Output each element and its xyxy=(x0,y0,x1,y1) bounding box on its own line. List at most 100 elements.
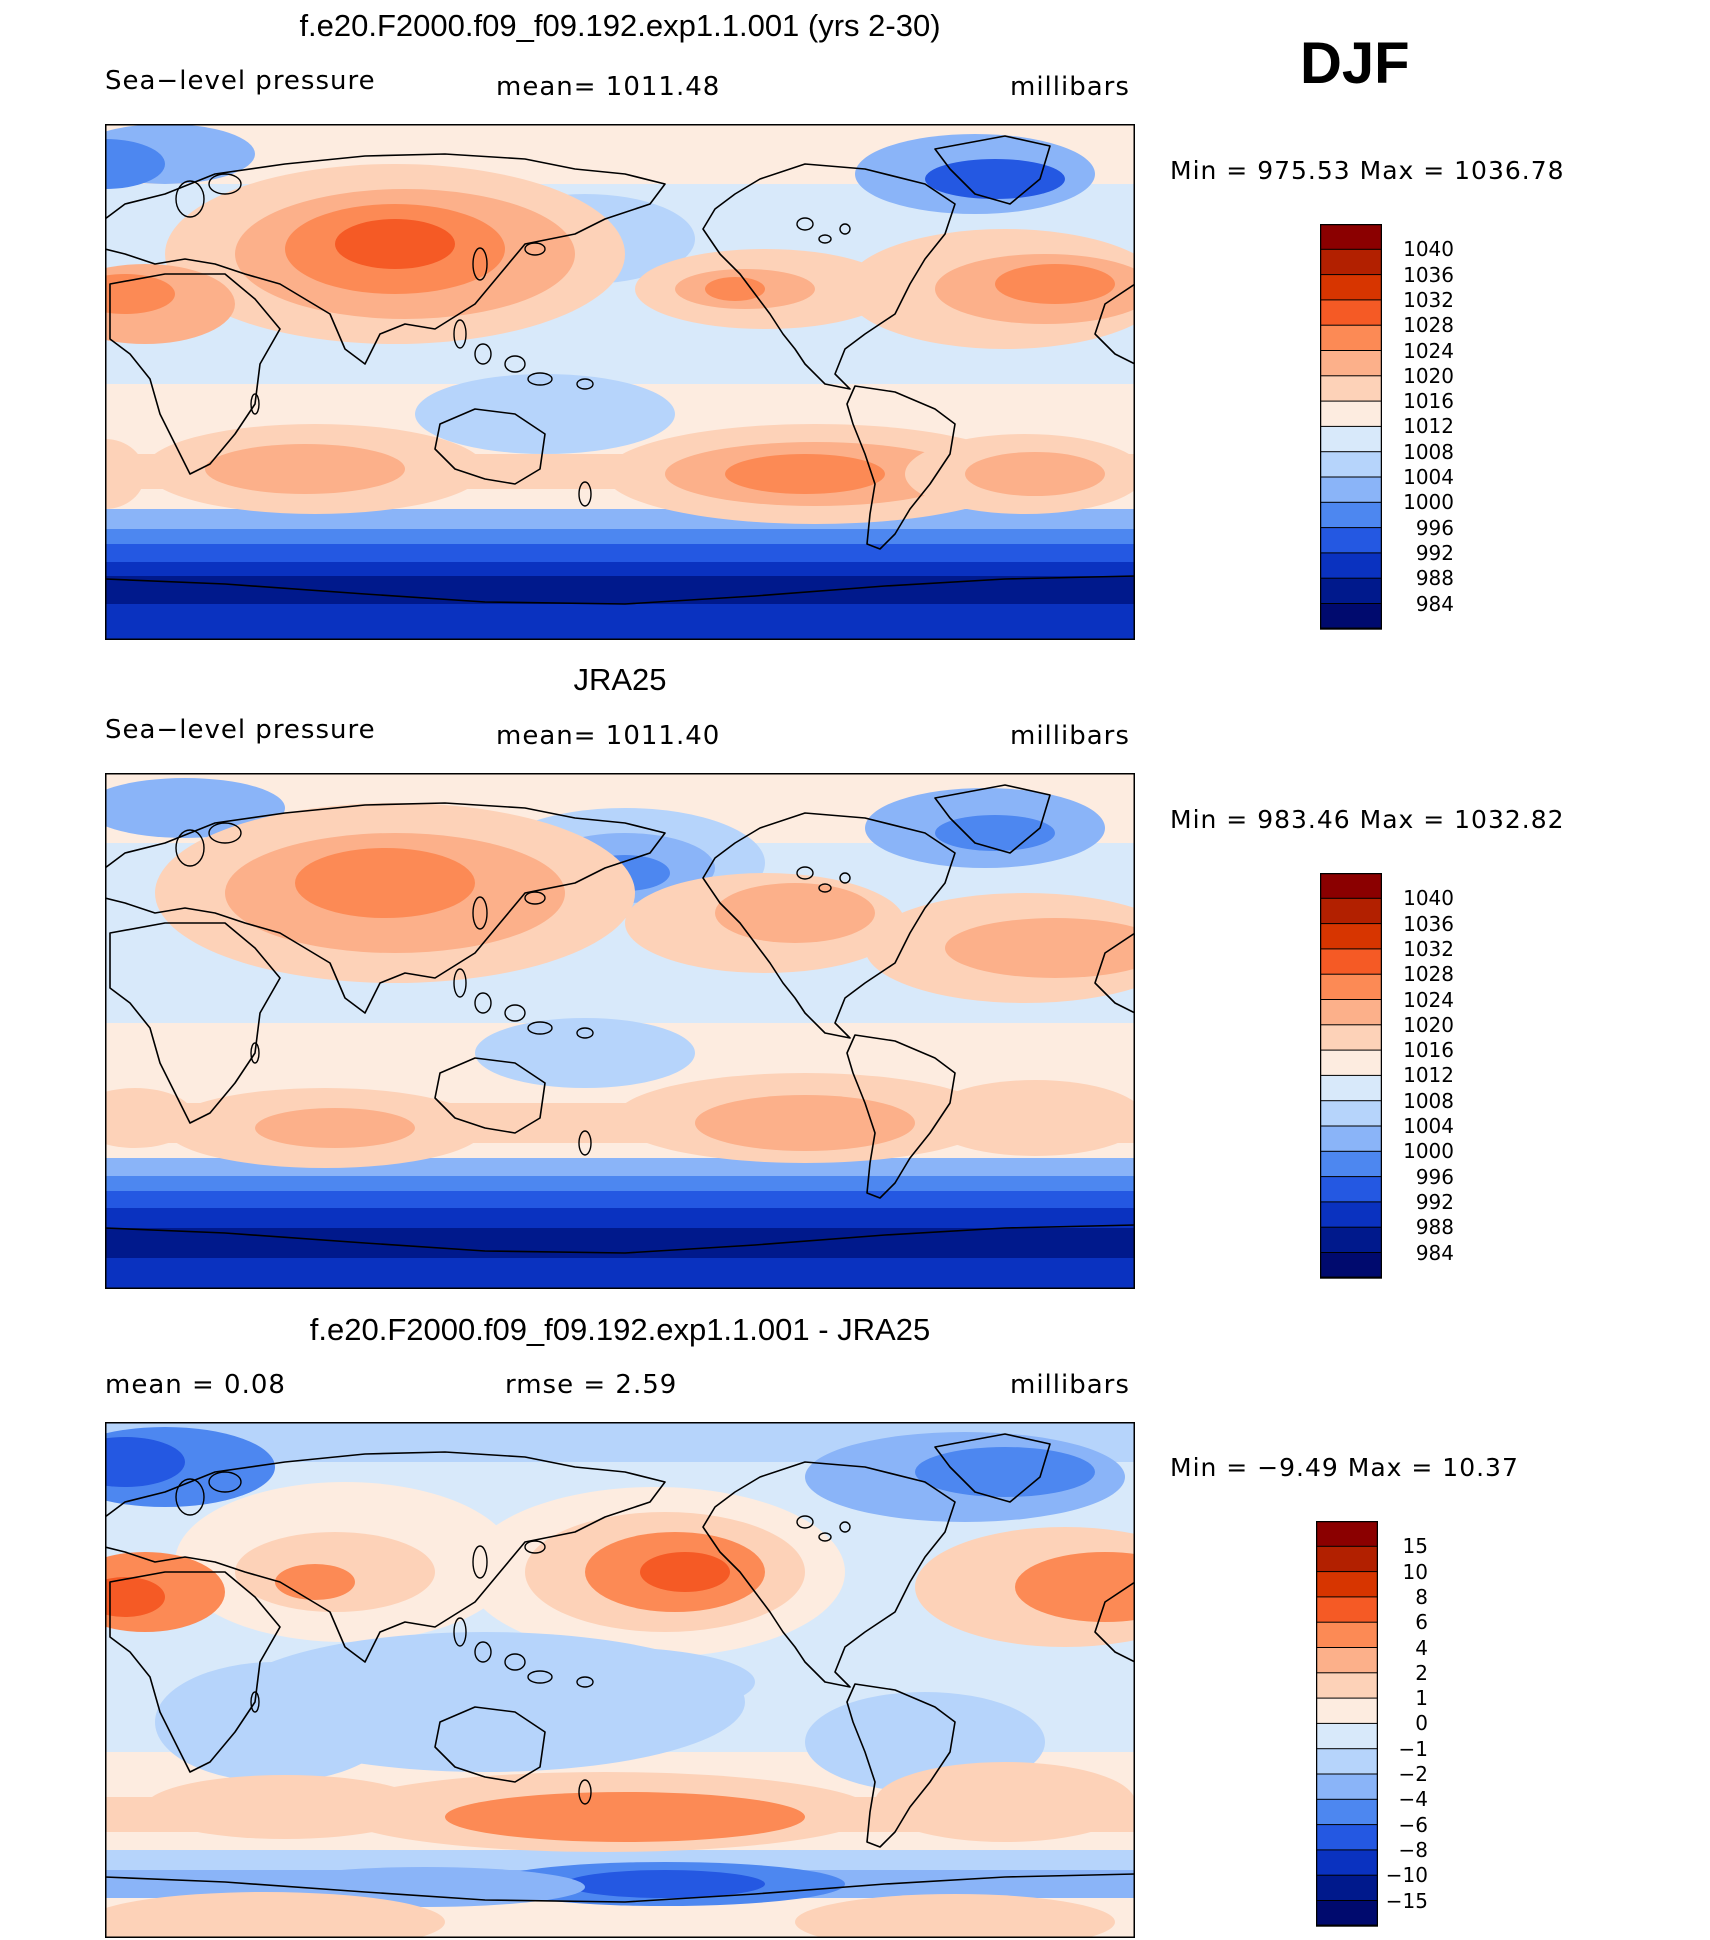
colorbar-swatch xyxy=(1316,1521,1378,1548)
map-frame xyxy=(105,773,1135,1289)
coastline xyxy=(105,575,1135,605)
colorbar-swatch xyxy=(1320,973,1382,1001)
colorbar-swatch xyxy=(1320,425,1382,453)
map-blob xyxy=(295,848,475,918)
island-outline xyxy=(576,1027,594,1039)
colorbar-tick-label: 8 xyxy=(1415,1584,1428,1609)
map-blob xyxy=(640,1552,730,1592)
island-outline xyxy=(453,1617,467,1647)
colorbar-swatch xyxy=(1320,248,1382,276)
colorbar-frame xyxy=(1320,873,1382,1279)
colorbar-frame xyxy=(1320,224,1382,630)
colorbar-swatch xyxy=(1320,299,1382,327)
map-blob xyxy=(105,1577,165,1617)
map-blob xyxy=(695,1095,915,1151)
island-outline xyxy=(839,223,851,235)
colorbar-tick-label: 992 xyxy=(1415,540,1454,565)
colorbar-swatch xyxy=(1316,1900,1378,1927)
coastline xyxy=(846,1034,956,1199)
map-blob xyxy=(475,1018,695,1088)
colorbar-frame xyxy=(1316,1521,1378,1927)
coastline xyxy=(109,922,281,1124)
colorbar-swatch xyxy=(1320,1024,1382,1052)
season-label: DJF xyxy=(1300,31,1410,96)
colorbar-swatch xyxy=(1316,1697,1378,1725)
colorbar-swatch xyxy=(1316,1748,1378,1775)
colorbar-swatch xyxy=(1320,476,1382,504)
colorbar-tick-label: 10 xyxy=(1402,1559,1428,1584)
map-blob xyxy=(105,1088,195,1148)
colorbar-swatch xyxy=(1316,1849,1378,1877)
island-outline xyxy=(504,1004,526,1022)
colorbar-tick-label: 1032 xyxy=(1403,936,1454,961)
map-frame xyxy=(105,124,1135,640)
colorbar-swatch xyxy=(1320,350,1382,377)
island-outline xyxy=(524,1540,546,1554)
panel-2-mean-label: mean= 1011.40 xyxy=(496,721,721,751)
colorbar-tick-label: 996 xyxy=(1415,515,1454,540)
map-blob xyxy=(105,1892,445,1938)
island-outline xyxy=(453,968,467,998)
map-blob xyxy=(105,778,285,838)
panel-2-variable-label: Sea−level pressure xyxy=(105,715,376,745)
coastline xyxy=(702,163,956,390)
map-blob xyxy=(795,1894,1115,1938)
island-outline xyxy=(250,1691,260,1713)
island-outline xyxy=(208,173,242,195)
colorbar-tick-label: −2 xyxy=(1398,1762,1428,1786)
colorbar-tick-label: 1024 xyxy=(1403,987,1454,1012)
colorbar-tick-label: 2 xyxy=(1415,1660,1428,1685)
colorbar-swatch xyxy=(1316,1545,1378,1573)
colorbar-tick-label: 992 xyxy=(1415,1189,1454,1214)
coastline xyxy=(105,1451,666,1663)
panel-1-colorbar xyxy=(1320,224,1382,630)
island-outline xyxy=(474,343,492,365)
map-frame xyxy=(105,1422,1135,1938)
panel-1-map xyxy=(105,124,1135,640)
colorbar-tick-label: 1036 xyxy=(1403,911,1454,936)
map-blob xyxy=(925,1080,1135,1156)
panel-1-title: f.e20.F2000.f09_f09.192.exp1.1.001 (yrs … xyxy=(299,8,941,43)
coastline xyxy=(434,408,546,485)
panel-3-title: f.e20.F2000.f09_f09.192.exp1.1.001 - JRA… xyxy=(309,1312,931,1347)
colorbar-tick-label: −4 xyxy=(1398,1787,1428,1812)
colorbar-tick-label: 1004 xyxy=(1403,1114,1454,1138)
map-blob xyxy=(445,1792,805,1842)
colorbar-swatch xyxy=(1320,1049,1382,1077)
map-band xyxy=(105,1258,1135,1289)
map-band xyxy=(105,1850,1135,1870)
colorbar-swatch xyxy=(1320,948,1382,976)
colorbar-tick-label: −1 xyxy=(1398,1736,1428,1761)
colorbar-tick-label: 1024 xyxy=(1403,338,1454,363)
colorbar-tick-label: 0 xyxy=(1415,1711,1428,1736)
colorbar-swatch xyxy=(1316,1596,1378,1624)
colorbar-swatch xyxy=(1320,1150,1382,1178)
island-outline xyxy=(453,319,467,349)
colorbar-tick-label: 996 xyxy=(1415,1164,1454,1189)
island-outline xyxy=(576,1676,594,1688)
map-blob xyxy=(105,1437,185,1487)
colorbar-swatch xyxy=(1320,451,1382,478)
coastline xyxy=(105,1873,1135,1903)
panel-2-map xyxy=(105,773,1135,1289)
island-outline xyxy=(839,1521,851,1533)
colorbar-swatch xyxy=(1316,1798,1378,1826)
colorbar-tick-label: −6 xyxy=(1398,1812,1428,1837)
coastline xyxy=(105,802,666,1014)
island-outline xyxy=(472,1545,488,1579)
coastline xyxy=(434,1057,546,1134)
island-outline xyxy=(527,372,553,386)
island-outline xyxy=(578,1130,592,1156)
coastline xyxy=(1094,932,1135,1014)
colorbar-tick-label: 1012 xyxy=(1403,1063,1454,1088)
island-outline xyxy=(472,247,488,281)
colorbar-tick-label: 1008 xyxy=(1403,1088,1454,1113)
island-outline xyxy=(527,1670,553,1684)
colorbar-swatch xyxy=(1320,1176,1382,1203)
colorbar-swatch xyxy=(1320,603,1382,630)
map-blob xyxy=(935,815,1055,851)
colorbar-tick-label: 1008 xyxy=(1403,439,1454,464)
panel-1-minmax: Min = 975.53 Max = 1036.78 xyxy=(1170,156,1565,185)
map-blob xyxy=(915,1447,1095,1497)
island-outline xyxy=(796,1515,814,1529)
